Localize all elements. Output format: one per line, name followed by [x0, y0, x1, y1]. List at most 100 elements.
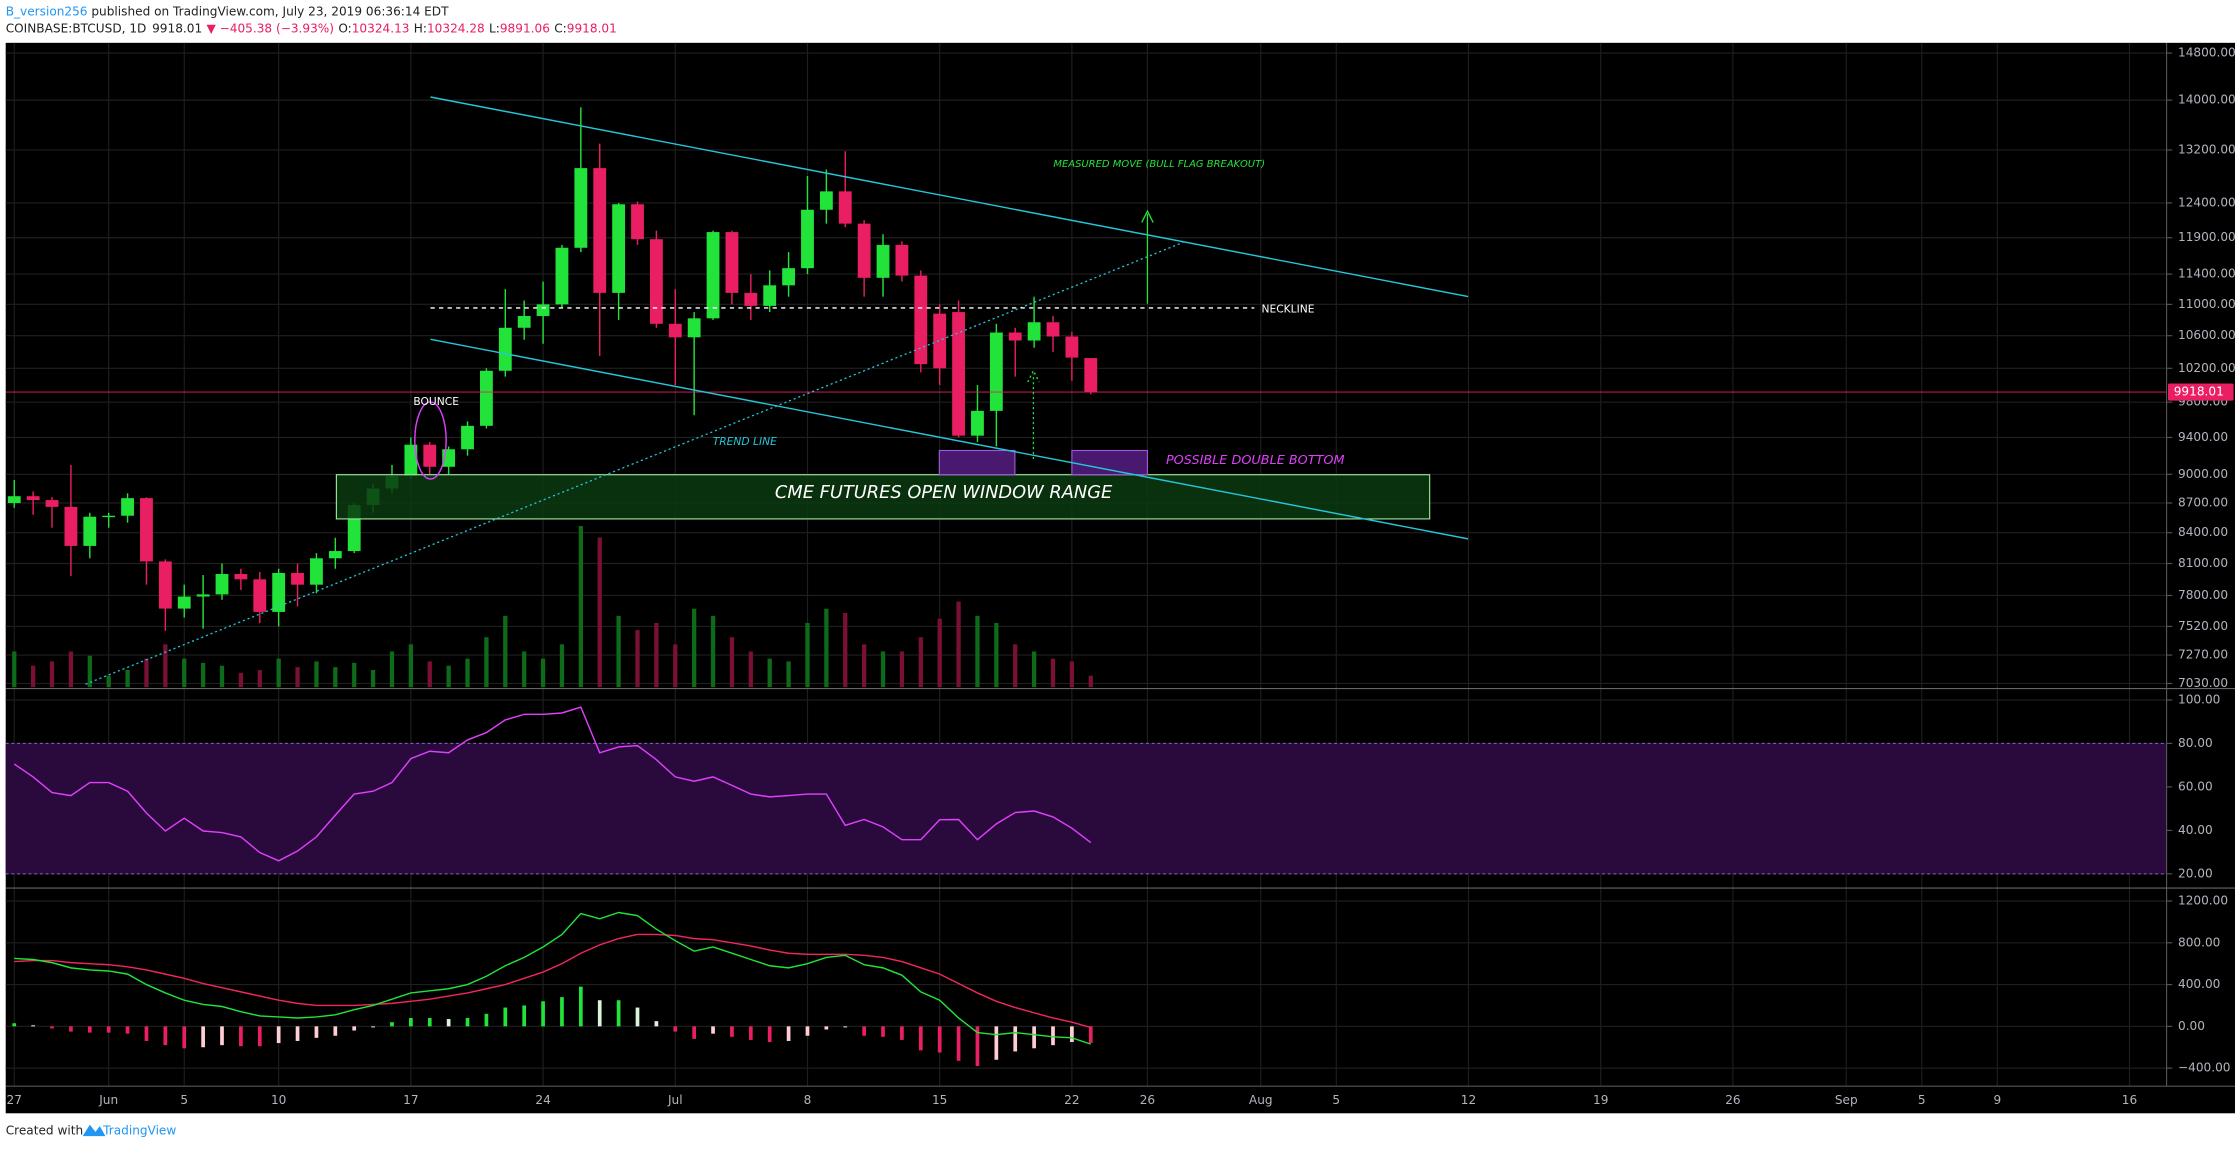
- volume-bar: [899, 651, 905, 688]
- volume-bar: [484, 637, 489, 688]
- volume-bar: [824, 608, 829, 688]
- volume-bar: [1088, 675, 1093, 688]
- volume-bar: [370, 670, 376, 688]
- y-tick-label: 0.00: [2178, 1019, 2205, 1033]
- open-value: 10324.13: [352, 21, 410, 35]
- volume-bar: [616, 615, 621, 688]
- candle-body: [989, 332, 1003, 411]
- candle-body: [593, 168, 607, 293]
- candle-body: [1008, 332, 1022, 341]
- histogram-bar: [314, 1026, 319, 1038]
- histogram-bar: [31, 1025, 35, 1027]
- channel-lower: [430, 338, 1469, 540]
- histogram-bar: [956, 1026, 961, 1061]
- candle-body: [536, 304, 550, 316]
- volume-bar: [427, 661, 432, 688]
- candle-body: [310, 558, 323, 585]
- volume-bar: [503, 615, 508, 688]
- histogram-bar: [975, 1026, 980, 1067]
- candle-body: [102, 515, 116, 518]
- y-tick-label: 9400.00: [2178, 430, 2228, 444]
- macd-line: [14, 911, 1091, 1045]
- histogram-bar: [1013, 1026, 1018, 1052]
- volume-bar: [975, 615, 980, 688]
- histogram-bar: [673, 1026, 678, 1032]
- histogram-bar: [994, 1026, 999, 1060]
- last-price-box: [2168, 383, 2234, 401]
- volume-bar: [144, 658, 149, 688]
- histogram-bar: [1032, 1026, 1036, 1049]
- candle-body: [819, 191, 833, 210]
- x-tick-label: 16: [2122, 1093, 2137, 1107]
- x-tick-label: 15: [932, 1093, 947, 1107]
- candle-body: [328, 551, 342, 559]
- y-tick-label: 10200.00: [2178, 361, 2235, 375]
- annotation: POSSIBLE DOUBLE BOTTOM: [1166, 453, 1345, 468]
- volume-bar: [956, 601, 961, 688]
- volume-bar: [333, 667, 338, 688]
- volume-bar: [238, 672, 244, 688]
- volume-bar: [843, 612, 848, 688]
- volume-bar: [673, 644, 678, 688]
- x-tick-label: 5: [180, 1093, 188, 1107]
- histogram-bar: [484, 1013, 489, 1027]
- x-tick-label: 26: [1725, 1093, 1740, 1107]
- candle-body: [461, 425, 474, 450]
- candle-body: [479, 370, 493, 426]
- candle-body: [801, 209, 814, 269]
- last-price-label: 9918.01: [2174, 385, 2224, 399]
- chart-background: [5, 42, 2235, 1114]
- histogram-bar: [69, 1026, 73, 1032]
- volume-bar: [106, 675, 111, 688]
- volume-bar: [540, 658, 546, 688]
- histogram-bar: [182, 1026, 187, 1049]
- volume-bar: [352, 662, 357, 688]
- candle-body: [498, 327, 512, 371]
- histogram-bar: [87, 1026, 92, 1033]
- histogram-bar: [427, 1017, 432, 1027]
- histogram-bar: [560, 997, 564, 1027]
- histogram-bar: [352, 1026, 357, 1031]
- annotation: BOUNCE: [413, 395, 459, 408]
- y-tick-label: 11400.00: [2178, 267, 2235, 281]
- candle-body: [423, 444, 437, 467]
- candle-body: [914, 275, 928, 365]
- candle-body: [140, 498, 153, 562]
- volume-bar: [87, 655, 92, 688]
- candle-body: [706, 232, 720, 319]
- candle-body: [612, 204, 626, 293]
- annotation: CME FUTURES OPEN WINDOW RANGE: [775, 482, 1113, 503]
- high-label: H:: [414, 21, 427, 35]
- y-tick-label: 800.00: [2178, 935, 2220, 949]
- candle-body: [83, 516, 97, 546]
- footer-brand[interactable]: TradingView: [102, 1123, 176, 1137]
- volume-bar: [163, 644, 168, 688]
- x-tick-label: 5: [1918, 1093, 1926, 1107]
- double-bottom-box: [1071, 449, 1149, 476]
- y-tick-label: 12400.00: [2178, 195, 2235, 209]
- channel-upper: [430, 96, 1469, 298]
- histogram-bar: [371, 1026, 375, 1028]
- candle-body: [64, 506, 78, 546]
- histogram-bar: [862, 1026, 866, 1036]
- x-tick-label: Sep: [1835, 1093, 1858, 1107]
- candle-body: [876, 244, 890, 278]
- histogram-bar: [578, 986, 583, 1027]
- panes: [5, 107, 2167, 1067]
- arrow-head: [1027, 369, 1040, 383]
- volume-bar: [578, 526, 583, 688]
- y-tick-label: 8100.00: [2178, 556, 2228, 570]
- x-tick-label: 26: [1140, 1093, 1155, 1107]
- author[interactable]: B_version256: [6, 4, 88, 18]
- open-label: O:: [338, 21, 351, 35]
- y-tick-label: 400.00: [2178, 977, 2220, 991]
- candle-body: [555, 247, 569, 305]
- annotation: NECKLINE: [1261, 302, 1314, 315]
- volume-bar: [389, 651, 395, 688]
- volume-bar: [748, 651, 753, 688]
- histogram-bar: [805, 1026, 810, 1036]
- price-change: ▼ −405.38 (−3.93%): [206, 21, 334, 35]
- y-tick-label: 9000.00: [2178, 467, 2228, 481]
- volume-bar: [182, 658, 187, 688]
- low-value: 9891.06: [500, 21, 550, 35]
